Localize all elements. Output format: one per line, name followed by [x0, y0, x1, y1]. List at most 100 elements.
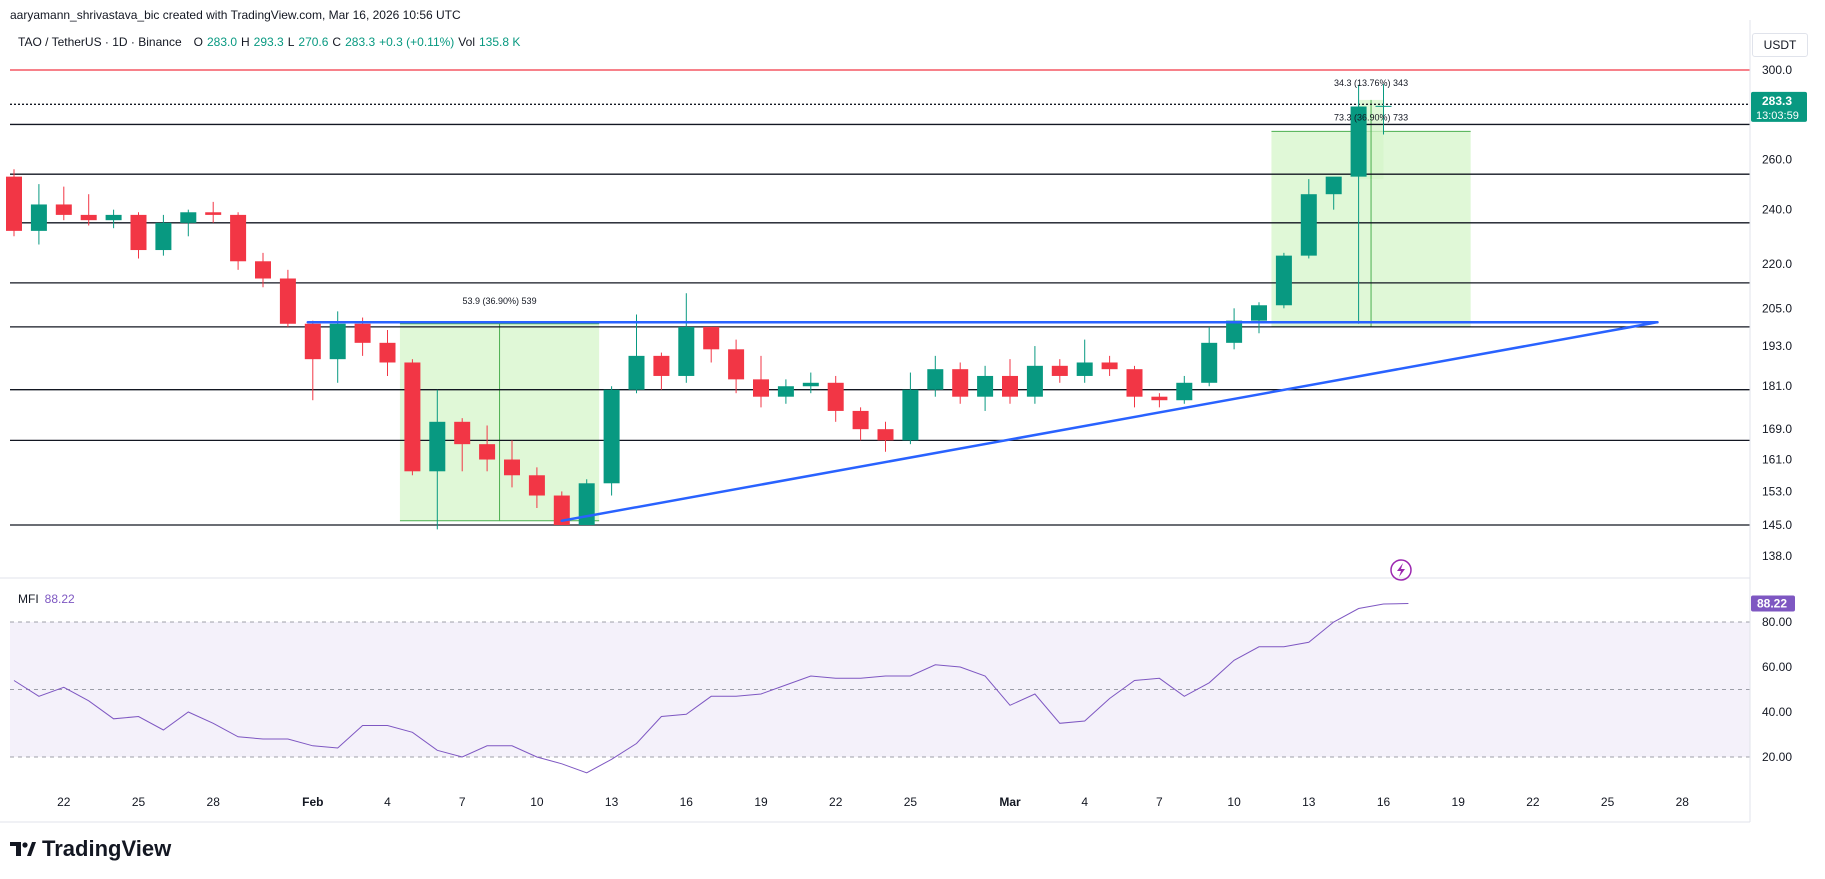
volume-label: Vol — [458, 35, 475, 49]
price-axis-tick: 153.0 — [1762, 484, 1792, 498]
price-axis-tick: 205.0 — [1762, 301, 1792, 315]
price-axis-tick: 161.0 — [1762, 453, 1792, 467]
candle-body — [354, 323, 371, 343]
candle-body — [454, 421, 471, 445]
mfi-value-tag — [1751, 595, 1795, 612]
candle-body — [927, 369, 944, 390]
candle — [902, 372, 919, 445]
mfi-axis-tick: 40.00 — [1762, 705, 1792, 719]
candle — [180, 209, 197, 237]
candle-body — [977, 375, 994, 397]
candle-body — [653, 355, 670, 376]
symbol-legend: TAO / TetherUS · 1D · Binance O 283.0 H 29… — [18, 35, 520, 49]
price-axis-tick: 181.0 — [1762, 379, 1792, 393]
candle — [1126, 365, 1143, 408]
candle — [479, 425, 496, 472]
price-axis-tick: 260.0 — [1762, 153, 1792, 167]
candle-body — [279, 278, 296, 324]
credit-text: aaryamann_shrivastava_bic created with T… — [10, 8, 461, 22]
time-axis-label: Mar — [999, 795, 1021, 809]
candle-body — [504, 459, 520, 476]
time-axis-label: 22 — [1526, 795, 1540, 809]
currency-button[interactable]: USDT — [1752, 33, 1808, 57]
candle-body — [877, 429, 894, 441]
candle-body — [55, 204, 72, 215]
price-axis-tick: 169.0 — [1762, 422, 1792, 436]
candle-body — [255, 261, 271, 279]
lightning-icon-bolt — [1397, 563, 1405, 577]
volume-value: 135.8 K — [478, 35, 521, 49]
time-axis-label: 25 — [1601, 795, 1615, 809]
candle-body — [753, 379, 769, 397]
candle — [1375, 84, 1392, 135]
time-axis-label: 16 — [1377, 795, 1391, 809]
candle-body — [130, 214, 147, 251]
candle — [753, 355, 769, 408]
candle — [777, 379, 794, 404]
time-axis-label: 10 — [1227, 795, 1241, 809]
price-axis-tick: 240.0 — [1762, 203, 1792, 217]
candle — [1350, 84, 1367, 324]
current-price-text: 283.3 — [1762, 94, 1792, 108]
candle-body — [1226, 320, 1243, 343]
time-axis-label: 4 — [1081, 795, 1088, 809]
time-axis-label: 19 — [1452, 795, 1466, 809]
candle-body — [852, 410, 869, 430]
candle-body — [902, 389, 919, 441]
candle-body — [802, 382, 819, 387]
lightning-icon-ring — [1390, 559, 1412, 581]
time-axis-label: 28 — [1676, 795, 1690, 809]
candle-body — [578, 483, 595, 526]
candle — [6, 169, 22, 237]
candle-body — [678, 326, 695, 376]
candle-body — [1051, 365, 1068, 376]
close-value: 283.3 — [345, 35, 376, 49]
time-axis-label: 25 — [904, 795, 918, 809]
time-axis-label: 25 — [132, 795, 146, 809]
candle — [1300, 179, 1317, 259]
candle-body — [30, 204, 47, 231]
measure-mar-label: 73.3 (36.90%) 733 — [1334, 112, 1408, 122]
time-axis-label: 4 — [384, 795, 391, 809]
measure-feb-label: 53.9 (36.90%) 539 — [463, 296, 537, 306]
current-price-tag — [1751, 91, 1807, 122]
candle-body — [1002, 375, 1018, 397]
candle — [379, 330, 396, 376]
candle — [977, 365, 994, 411]
mfi-value: 88.22 — [44, 592, 75, 606]
candle — [553, 491, 570, 526]
time-axis-label: 22 — [829, 795, 843, 809]
candle — [528, 467, 545, 509]
price-axis-tick: 300.0 — [1762, 63, 1792, 77]
candle — [155, 214, 172, 256]
candle — [628, 314, 645, 394]
tradingview-logo[interactable]: TradingView — [10, 836, 171, 862]
candle-body — [329, 323, 346, 360]
candle — [404, 359, 421, 476]
mfi-band-fill — [10, 622, 1750, 757]
candle-body — [1375, 105, 1392, 107]
time-axis-label: 19 — [754, 795, 768, 809]
candle — [802, 372, 819, 394]
candle — [504, 440, 520, 488]
candle — [728, 339, 745, 394]
candle-body — [703, 326, 720, 350]
low-label: L — [287, 35, 295, 49]
candle — [927, 355, 944, 397]
symbol-name[interactable]: TAO / TetherUS · 1D · Binance — [18, 35, 182, 49]
mfi-label[interactable]: MFI — [18, 592, 39, 606]
price-axis-tick: 193.0 — [1762, 339, 1792, 353]
candle-countdown-text: 13:03:59 — [1756, 110, 1799, 122]
candle-body — [379, 342, 396, 363]
candle-body — [105, 214, 122, 221]
candle-body — [1300, 194, 1317, 256]
candle — [55, 186, 72, 221]
change-value: +0.3 (+0.11%) — [379, 35, 455, 49]
candle — [1151, 393, 1168, 408]
candle-body — [827, 382, 844, 411]
candle-body — [6, 176, 22, 231]
candle-body — [180, 212, 197, 223]
high-label: H — [241, 35, 250, 49]
price-axis-tick: 145.0 — [1762, 518, 1792, 532]
